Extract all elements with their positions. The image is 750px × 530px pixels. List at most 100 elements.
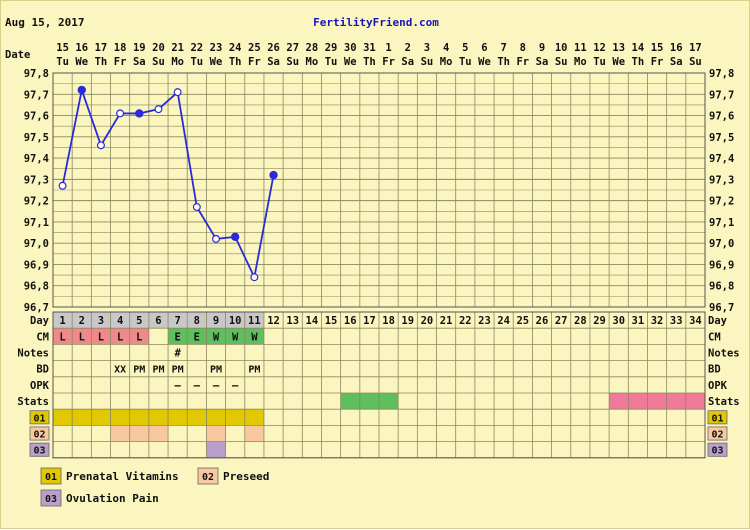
- y-tick-label-right: 96,7: [709, 302, 734, 314]
- date-label: 27: [286, 42, 299, 54]
- custom-cell-01: [53, 409, 73, 426]
- cm-value: E: [194, 331, 200, 343]
- weekday-label: Tu: [459, 56, 472, 68]
- cm-cell: [129, 328, 149, 345]
- date-label: 9: [539, 42, 545, 54]
- date-label: 16: [75, 42, 88, 54]
- legend-label: Ovulation Pain: [66, 492, 159, 505]
- temp-point-open: [58, 181, 67, 190]
- day-number: 8: [194, 315, 200, 327]
- y-tick-label-left: 97,8: [24, 68, 49, 80]
- row-label-right: CM: [708, 331, 721, 343]
- custom-code-badge-left-text: 02: [33, 430, 45, 441]
- day-number: 30: [612, 315, 625, 327]
- weekday-label: Fr: [516, 56, 529, 68]
- date-label: 19: [133, 42, 146, 54]
- day-number: 32: [651, 315, 664, 327]
- custom-code-badge-right-text: 03: [711, 446, 723, 457]
- custom-code-badge-right: [707, 410, 728, 425]
- custom-cell-01: [168, 409, 188, 426]
- weekday-label: Tu: [325, 56, 338, 68]
- temperature-series: [58, 85, 278, 282]
- day-number: 17: [363, 315, 376, 327]
- temp-point-open: [154, 105, 163, 114]
- y-tick-label-left: 96,7: [24, 302, 49, 314]
- y-tick-label-left: 97,6: [24, 111, 49, 123]
- y-tick-label-right: 97,8: [709, 68, 734, 80]
- custom-cell-01: [225, 409, 245, 426]
- temp-point-filled: [269, 170, 278, 180]
- custom-cell-02: [206, 425, 226, 442]
- row-label-right: OPK: [708, 380, 728, 392]
- custom-code-badge-left-text: 01: [33, 413, 45, 424]
- date-label: 4: [443, 42, 449, 54]
- day-number: 23: [478, 315, 491, 327]
- date-label: 21: [171, 42, 184, 54]
- date-label: 22: [190, 42, 203, 54]
- cm-value: L: [59, 331, 65, 343]
- cm-cell: [187, 328, 207, 345]
- weekday-label: Su: [689, 56, 702, 68]
- note-mark: #: [174, 348, 181, 360]
- y-tick-label-left: 97,2: [24, 196, 49, 208]
- custom-code-badge-right-text: 01: [711, 413, 723, 424]
- temp-point-filled: [135, 109, 144, 118]
- y-tick-label-right: 97,1: [709, 217, 734, 229]
- day-number: 5: [136, 315, 142, 327]
- plot-border: [52, 72, 706, 308]
- weekday-label: Tu: [593, 56, 606, 68]
- weekday-label: Mo: [306, 56, 319, 68]
- y-tick-label-right: 97,3: [709, 174, 734, 186]
- custom-cell-01: [110, 409, 130, 426]
- stats-cell-pink: [628, 393, 648, 410]
- date-label: 25: [248, 42, 261, 54]
- y-tick-label-left: 96,8: [24, 281, 49, 293]
- stats-cell-pink: [647, 393, 667, 410]
- row-label-left: Stats: [17, 396, 49, 408]
- custom-cell-01: [72, 409, 92, 426]
- date-label: 17: [95, 42, 108, 54]
- temp-point-filled: [77, 85, 86, 95]
- date-label: 30: [344, 42, 357, 54]
- cm-cell: [168, 328, 188, 345]
- weekday-label: Th: [95, 56, 108, 68]
- custom-cell-01: [129, 409, 149, 426]
- chart-grid: [52, 72, 706, 308]
- stats-cell-green: [340, 393, 360, 410]
- legend-badge-02: [197, 467, 219, 485]
- custom-code-badge-left: [29, 410, 50, 425]
- weekday-label: Th: [363, 56, 376, 68]
- weekday-label: We: [75, 56, 88, 68]
- custom-cell-02: [110, 425, 130, 442]
- custom-code-badge-left-text: 03: [33, 446, 45, 457]
- cm-value: L: [117, 331, 123, 343]
- date-label: 5: [462, 42, 468, 54]
- custom-code-badge-right: [707, 426, 728, 441]
- cm-value: W: [251, 331, 258, 343]
- cm-value: L: [79, 331, 85, 343]
- bd-value: PM: [172, 365, 184, 376]
- day-number: 26: [536, 315, 549, 327]
- day-number: 21: [440, 315, 453, 327]
- weekday-label: Mo: [574, 56, 587, 68]
- day-number: 14: [306, 315, 319, 327]
- date-label: 20: [152, 42, 165, 54]
- y-tick-label-left: 97,0: [24, 238, 49, 250]
- legend-badge-03: [40, 489, 62, 507]
- custom-code-badge-left: [29, 442, 50, 457]
- date-label: 16: [670, 42, 683, 54]
- bd-value: XX: [114, 365, 126, 376]
- chart-rows: [53, 312, 705, 458]
- date-label: 1: [385, 42, 391, 54]
- weekday-label: Th: [632, 56, 645, 68]
- legend-code: 03: [45, 494, 57, 505]
- date-label: 2: [405, 42, 411, 54]
- legend-label: Preseed: [223, 470, 269, 483]
- stats-cell-pink: [609, 393, 629, 410]
- weekday-label: Su: [421, 56, 434, 68]
- site-name[interactable]: FertilityFriend.com: [313, 16, 439, 29]
- day-number: 25: [516, 315, 529, 327]
- custom-cell-01: [148, 409, 169, 426]
- cm-value: E: [174, 331, 180, 343]
- cm-value: W: [232, 331, 239, 343]
